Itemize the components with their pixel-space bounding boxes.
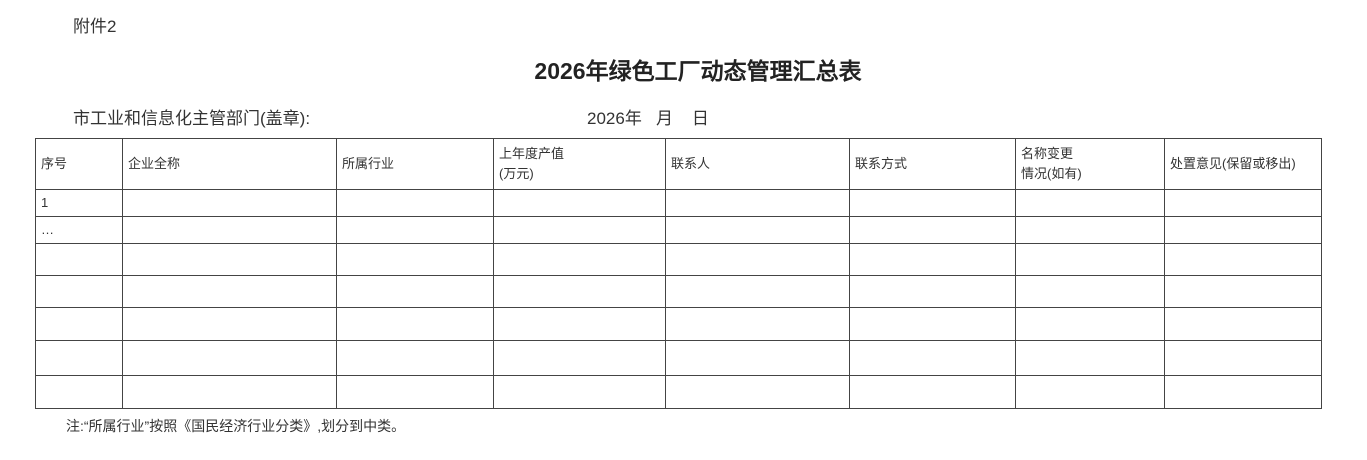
page-title: 2026年绿色工厂动态管理汇总表 xyxy=(534,58,862,84)
table-row xyxy=(35,275,1322,308)
table-cell[interactable] xyxy=(493,307,666,341)
table-cell[interactable] xyxy=(336,275,494,308)
table-cell[interactable] xyxy=(849,216,1016,244)
table-cell[interactable] xyxy=(849,243,1016,276)
table-cell[interactable] xyxy=(1015,340,1165,376)
table-cell[interactable] xyxy=(1164,275,1322,308)
table-row xyxy=(35,340,1322,376)
table-cell[interactable] xyxy=(122,340,337,376)
table-cell[interactable] xyxy=(35,275,123,308)
table-cell[interactable] xyxy=(122,275,337,308)
table-cell[interactable] xyxy=(122,216,337,244)
table-cell[interactable] xyxy=(849,340,1016,376)
column-header: 上年度产值 (万元) xyxy=(493,138,666,190)
column-header: 联系人 xyxy=(665,138,850,190)
table-cell[interactable] xyxy=(493,189,666,217)
table-cell[interactable] xyxy=(1015,307,1165,341)
column-header-line: 企业全称 xyxy=(128,156,181,171)
table-row xyxy=(35,375,1322,409)
table-cell[interactable] xyxy=(493,243,666,276)
department-label: 市工业和信息化主管部门(盖章): xyxy=(73,109,311,128)
column-header-line: 情况(如有) xyxy=(1021,166,1082,181)
table-cell[interactable] xyxy=(336,189,494,217)
table-cell[interactable]: 1 xyxy=(35,189,123,217)
table-cell[interactable] xyxy=(849,275,1016,308)
table-cell[interactable] xyxy=(336,216,494,244)
column-header-line: 上年度产值 xyxy=(499,146,565,161)
table-cell[interactable] xyxy=(336,375,494,409)
table-cell[interactable] xyxy=(1015,375,1165,409)
table-cell[interactable] xyxy=(493,216,666,244)
table-row: 1 xyxy=(35,189,1322,217)
table-cell[interactable] xyxy=(493,275,666,308)
table-cell[interactable] xyxy=(1015,216,1165,244)
table-cell[interactable] xyxy=(665,375,850,409)
column-header: 序号 xyxy=(35,138,123,190)
table-cell[interactable] xyxy=(35,340,123,376)
column-header: 处置意见(保留或移出) xyxy=(1164,138,1322,190)
table-cell[interactable] xyxy=(122,375,337,409)
table-cell[interactable] xyxy=(35,307,123,341)
table-cell[interactable] xyxy=(122,189,337,217)
table-cell[interactable] xyxy=(665,340,850,376)
column-header-line: 联系人 xyxy=(671,156,711,171)
table-cell[interactable] xyxy=(336,307,494,341)
table-row xyxy=(35,243,1322,276)
column-header-line: 所属行业 xyxy=(342,156,395,171)
table-cell[interactable] xyxy=(122,243,337,276)
table-cell[interactable] xyxy=(849,189,1016,217)
column-header-line: (万元) xyxy=(499,166,534,181)
table-cell[interactable] xyxy=(35,243,123,276)
table-cell[interactable] xyxy=(1164,375,1322,409)
attachment-label: 附件2 xyxy=(73,17,117,36)
table-cell[interactable] xyxy=(665,189,850,217)
column-header-line: 联系方式 xyxy=(855,156,908,171)
summary-table: 序号 企业全称 所属行业 上年度产值 (万元) 联系人 联系方式 名称变更情况(如有) 处置意见… xyxy=(35,138,1322,409)
table-cell[interactable] xyxy=(122,307,337,341)
table-cell[interactable] xyxy=(35,375,123,409)
table-cell[interactable] xyxy=(336,243,494,276)
date-line: 2026年 月 日 xyxy=(587,109,709,128)
table-cell[interactable] xyxy=(665,216,850,244)
table-cell[interactable] xyxy=(1164,340,1322,376)
table-cell[interactable] xyxy=(1164,189,1322,217)
table-cell[interactable] xyxy=(493,340,666,376)
table-cell[interactable] xyxy=(1015,243,1165,276)
column-header-line: 名称变更 xyxy=(1021,146,1074,161)
table-cell[interactable] xyxy=(1015,189,1165,217)
table-cell[interactable] xyxy=(849,307,1016,341)
table-cell[interactable] xyxy=(1015,275,1165,308)
column-header: 所属行业 xyxy=(336,138,494,190)
footnote: 注:“所属行业”按照《国民经济行业分类》,划分到中类。 xyxy=(66,418,406,434)
table-cell[interactable] xyxy=(1164,307,1322,341)
table-cell[interactable]: … xyxy=(35,216,123,244)
table-row xyxy=(35,307,1322,341)
header-row: 序号 企业全称 所属行业 上年度产值 (万元) 联系人 联系方式 名称变更情况(如有) 处置意见… xyxy=(35,138,1322,190)
table-row: … xyxy=(35,216,1322,244)
column-header: 名称变更情况(如有) xyxy=(1015,138,1165,190)
column-header: 企业全称 xyxy=(122,138,337,190)
table-cell[interactable] xyxy=(665,275,850,308)
column-header: 联系方式 xyxy=(849,138,1016,190)
table-cell[interactable] xyxy=(849,375,1016,409)
table-cell[interactable] xyxy=(1164,243,1322,276)
table-cell[interactable] xyxy=(665,243,850,276)
table-cell[interactable] xyxy=(336,340,494,376)
table-cell[interactable] xyxy=(665,307,850,341)
column-header-line: 序号 xyxy=(41,156,68,171)
column-header-line: 处置意见(保留或移出) xyxy=(1170,156,1296,171)
table-cell[interactable] xyxy=(493,375,666,409)
table-cell[interactable] xyxy=(1164,216,1322,244)
